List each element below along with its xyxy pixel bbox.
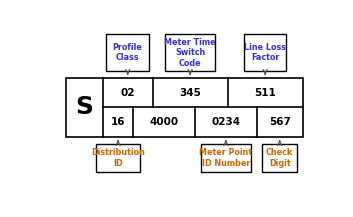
- Text: 02: 02: [120, 88, 135, 98]
- Bar: [66, 78, 303, 137]
- Text: 4000: 4000: [150, 117, 179, 127]
- Bar: [165, 34, 215, 71]
- Text: Line Loss
Factor: Line Loss Factor: [244, 43, 286, 62]
- Bar: [244, 34, 286, 71]
- Text: 16: 16: [111, 117, 125, 127]
- Text: Distribution
ID: Distribution ID: [91, 148, 145, 168]
- Bar: [262, 144, 298, 172]
- Bar: [96, 144, 140, 172]
- Text: S: S: [75, 95, 93, 120]
- Text: 567: 567: [269, 117, 291, 127]
- Bar: [201, 144, 251, 172]
- Text: 0234: 0234: [211, 117, 240, 127]
- Bar: [107, 34, 149, 71]
- Text: Meter Time
Switch
Code: Meter Time Switch Code: [164, 38, 216, 68]
- Text: Meter Point
ID Number: Meter Point ID Number: [199, 148, 252, 168]
- Text: 345: 345: [179, 88, 201, 98]
- Text: Profile
Class: Profile Class: [113, 43, 143, 62]
- Text: 511: 511: [254, 88, 276, 98]
- Text: Check
Digit: Check Digit: [266, 148, 293, 168]
